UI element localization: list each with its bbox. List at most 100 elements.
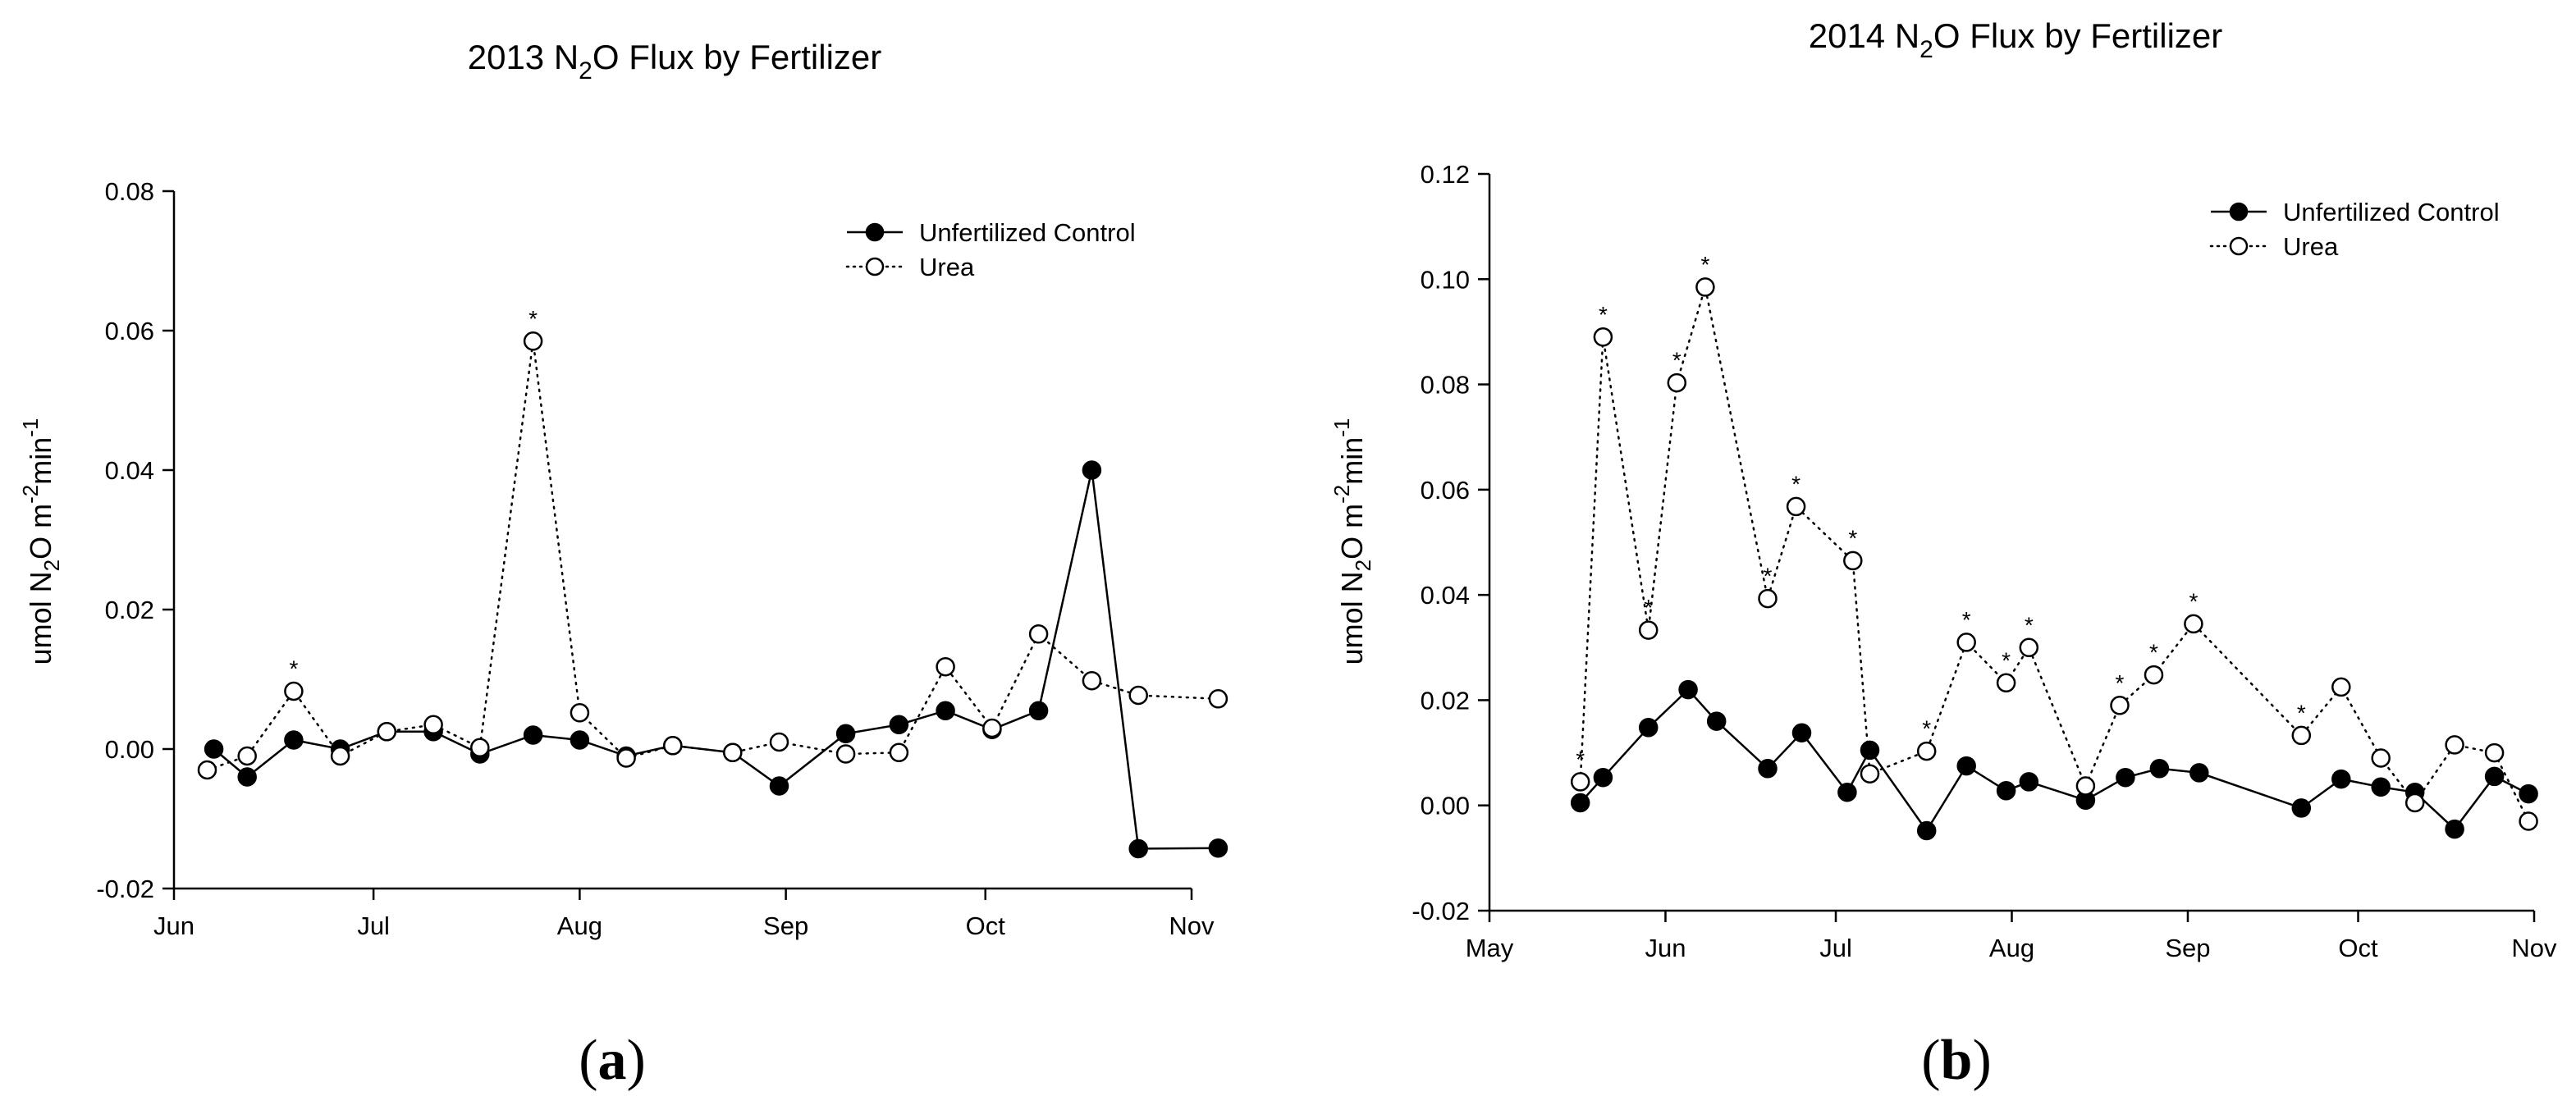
chart-b-ytick-label: 0.10 [1421, 265, 1470, 294]
chart-a-ytick-label: 0.06 [105, 317, 154, 345]
chart-b-xtick-label: Nov [2511, 934, 2557, 962]
legend-b-control-label: Unfertilized Control [2283, 198, 2500, 226]
legend-a-urea-label: Urea [919, 253, 975, 281]
chart-b-significance-mark: * [2025, 612, 2034, 637]
chart-b-urea-point [1843, 550, 1863, 571]
chart-b-control-point [1916, 820, 1937, 841]
chart-b-control-point [1837, 782, 1857, 802]
chart-a-control-point [1128, 838, 1148, 859]
chart-b-xtick-label: Aug [1989, 934, 2034, 962]
chart-b-xtick-label: May [1466, 934, 1514, 962]
legend-b-urea-label: Urea [2283, 232, 2339, 261]
chart-a-urea-point [723, 742, 743, 763]
chart-b-xtick-label: Jun [1645, 934, 1686, 962]
chart-b-urea-point [2291, 725, 2312, 746]
chart-a-xtick-label: Oct [966, 911, 1006, 940]
legend-b-urea-marker [2229, 236, 2249, 256]
panel-label-b: (b) [1921, 1029, 1992, 1092]
chart-a-control-point [284, 730, 304, 750]
chart-a: 2013 N2O Flux by Fertilizer umol N2O m-2… [18, 38, 1229, 1092]
chart-a-urea-point [1208, 689, 1229, 709]
chart-b-significance-mark: * [1791, 471, 1800, 496]
chart-a-control-point [769, 776, 789, 796]
chart-a-urea-point [936, 656, 955, 677]
chart-b-control-point [1758, 759, 1778, 779]
chart-a-urea-point [284, 681, 304, 701]
legend-a-control-marker [865, 222, 885, 242]
chart-b-significance-mark: * [2002, 647, 2011, 673]
chart-b-control-point [2116, 767, 2135, 788]
chart-b-ylabel: umol N2O m-2min-1 [1329, 418, 1375, 665]
chart-b-significance-mark: * [2189, 588, 2198, 614]
legend-b-control-marker [2229, 202, 2249, 222]
chart-a-xtick-label: Nov [1169, 911, 1215, 940]
chart-a-urea-point [835, 744, 856, 764]
chart-b-urea-point [2484, 742, 2505, 763]
chart-b-ytick-label: 0.02 [1421, 686, 1470, 715]
chart-a-control-point [1082, 460, 1102, 480]
chart-b-significance-mark: * [2149, 640, 2158, 665]
chart-b-legend: Unfertilized Control Urea [2209, 198, 2500, 261]
chart-a-series-urea-line [206, 340, 1219, 771]
chart-b-urea-point [1667, 372, 1687, 393]
legend-a-urea-marker [865, 257, 885, 276]
chart-a-urea-point [470, 738, 490, 758]
chart-a-urea-point [237, 746, 257, 766]
chart-b-urea-point [2519, 811, 2538, 831]
chart-a-ytick-label: 0.00 [105, 735, 154, 764]
chart-b-ytick-label: 0.06 [1421, 476, 1470, 505]
chart-b: 2014 N2O Flux by Fertilizer umol N2O m-2… [1329, 16, 2557, 1092]
chart-b-urea-point [2404, 793, 2425, 813]
chart-b-significance-mark: * [1576, 747, 1585, 772]
chart-b-significance-mark: * [1644, 595, 1653, 620]
chart-b-significance-mark: * [1962, 607, 1971, 633]
chart-a-ytick-label: 0.04 [105, 456, 154, 485]
chart-a-urea-point [1082, 670, 1102, 691]
chart-b-control-point [2371, 777, 2391, 797]
chart-b-significance-mark: * [1700, 252, 1709, 277]
chart-b-urea-point [1996, 673, 2016, 693]
chart-a-control-point [1208, 838, 1229, 858]
chart-a-control-point [835, 724, 856, 744]
chart-b-control-point [1638, 718, 1659, 738]
chart-b-control-point [2484, 766, 2505, 787]
chart-b-title: 2014 N2O Flux by Fertilizer [1809, 16, 2223, 63]
chart-a-legend: Unfertilized Control Urea [845, 218, 1136, 281]
chart-b-urea-point [1570, 772, 1590, 792]
chart-a-control-point [237, 767, 257, 787]
chart-b-control-point [1570, 793, 1590, 813]
chart-b-series-urea-line [1579, 286, 2530, 823]
chart-a-urea-point [663, 736, 683, 756]
chart-a-control-point [570, 730, 590, 750]
chart-b-ytick-label: 0.08 [1421, 371, 1470, 400]
chart-a-urea-point [197, 760, 217, 780]
chart-b-urea-point [1638, 620, 1659, 640]
chart-b-plot: -0.02 0.00 0.02 0.04 0.06 0.08 0.10 0.12 May Jun J… [1412, 160, 2557, 962]
chart-b-significance-mark: * [1848, 525, 1857, 550]
chart-a-control-point [204, 739, 224, 759]
chart-b-significance-mark: * [2297, 700, 2306, 725]
chart-b-control-point [2331, 769, 2351, 789]
chart-b-xtick-label: Sep [2165, 934, 2210, 962]
chart-a-urea-point [377, 722, 397, 742]
chart-b-significance-mark: * [1599, 302, 1608, 327]
chart-b-urea-point [2075, 776, 2096, 796]
chart-b-control-point [1996, 781, 2016, 801]
chart-b-urea-point [2445, 735, 2464, 755]
chart-a-control-point [936, 701, 955, 721]
chart-b-urea-point [1593, 327, 1613, 347]
chart-b-urea-point [1758, 588, 1778, 609]
chart-b-control-point [2519, 783, 2538, 804]
chart-a-urea-point [523, 331, 543, 351]
chart-b-urea-point [1860, 764, 1880, 783]
panel-label-a: (a) [579, 1029, 646, 1092]
chart-b-urea-point [2019, 637, 2039, 658]
chart-b-control-point [2291, 798, 2312, 818]
chart-a-urea-point [889, 742, 909, 763]
chart-a-urea-point [1028, 624, 1049, 644]
chart-b-control-point [1706, 711, 1727, 731]
chart-a-urea-point [330, 746, 350, 766]
chart-a-xtick-label: Sep [763, 911, 808, 940]
chart-a-ylabel: umol N2O m-2min-1 [18, 418, 64, 665]
